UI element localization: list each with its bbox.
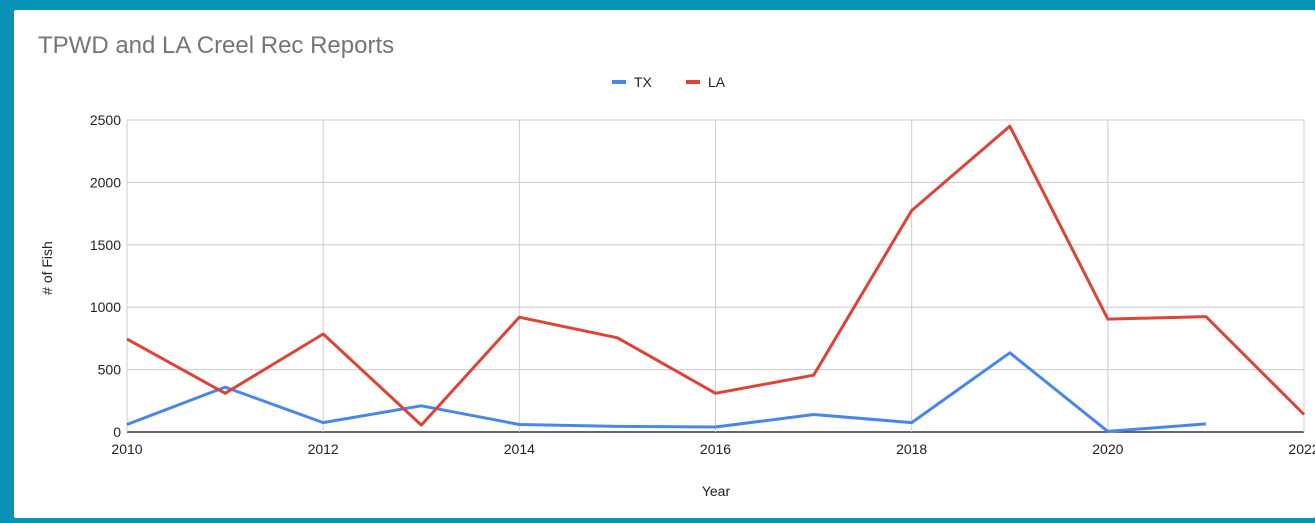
x-tick-labels: 2010 2012 2014 2016 2018 2020 2022 — [111, 441, 1315, 457]
y-tick-label: 1000 — [90, 299, 121, 315]
y-tick-label: 0 — [113, 424, 121, 440]
x-tick-label: 2018 — [896, 441, 927, 457]
y-tick-label: 2500 — [90, 112, 121, 128]
x-axis-title: Year — [702, 483, 731, 499]
x-tick-label: 2012 — [308, 441, 339, 457]
series-line-tx — [126, 351, 1207, 433]
legend: TX LA — [612, 74, 726, 90]
chart-title: TPWD and LA Creel Rec Reports — [38, 32, 395, 59]
chart-card: TPWD and LA Creel Rec Reports 2010 2012 20… — [14, 10, 1315, 518]
series-line-la — [126, 124, 1306, 427]
x-tick-label: 2016 — [700, 441, 731, 457]
series-lines — [126, 124, 1306, 433]
y-tick-label: 2000 — [90, 174, 121, 190]
y-axis-title: # of Fish — [39, 241, 55, 295]
x-tick-label: 2014 — [504, 441, 535, 457]
x-tick-label: 2022 — [1288, 441, 1315, 457]
legend-label-tx: TX — [634, 74, 653, 90]
x-tick-label: 2020 — [1092, 441, 1123, 457]
y-tick-labels: 0 500 1000 1500 2000 2500 — [90, 112, 121, 440]
y-tick-label: 1500 — [90, 237, 121, 253]
x-tick-label: 2010 — [111, 441, 142, 457]
line-chart: 2010 2012 2014 2016 2018 2020 2022 0 500 1000 150… — [39, 74, 1315, 499]
y-tick-label: 500 — [98, 362, 122, 378]
grid-lines — [126, 119, 1305, 433]
legend-label-la: LA — [708, 74, 726, 90]
